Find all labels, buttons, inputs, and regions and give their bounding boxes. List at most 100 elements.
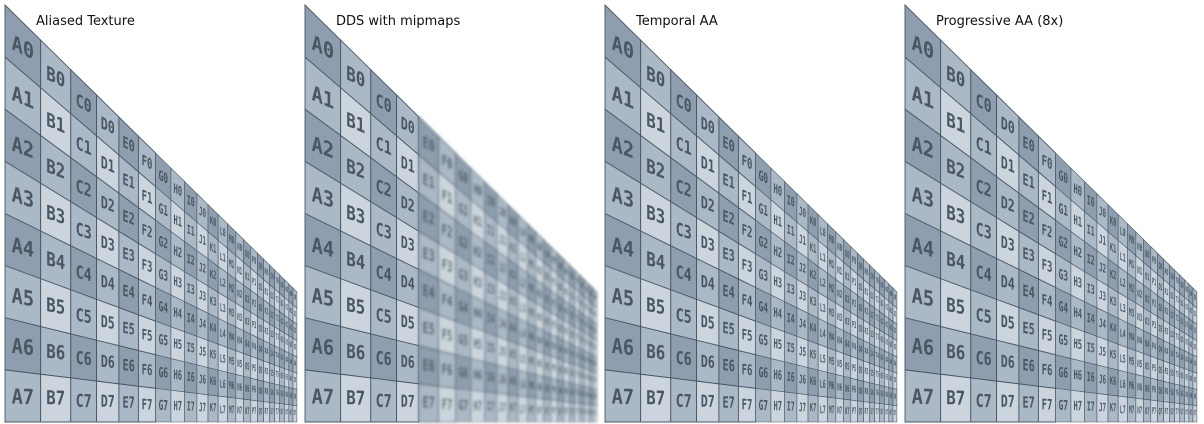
texture-cell-label: V5 bbox=[285, 374, 288, 383]
texture-cell-label: L4 bbox=[220, 326, 226, 340]
texture-cell-label: A3 bbox=[912, 181, 934, 213]
texture-cell-label: A5 bbox=[312, 283, 334, 312]
texture-cell-label: R7 bbox=[865, 407, 869, 416]
texture-cell-label: D1 bbox=[401, 153, 415, 178]
texture-cell-label: D2 bbox=[1001, 193, 1015, 217]
texture-cell-label: U4 bbox=[881, 354, 884, 363]
texture-cell-label: H5 bbox=[1073, 337, 1082, 353]
texture-cell-label: D7 bbox=[401, 393, 415, 412]
texture-cell-label: A6 bbox=[912, 334, 934, 361]
texture-cell-label: N1 bbox=[237, 264, 242, 278]
texture-cell-label: C0 bbox=[976, 89, 992, 117]
texture-cell-label: T5 bbox=[576, 371, 579, 380]
texture-cell-label: L5 bbox=[520, 352, 526, 366]
texture-cell-label: I6 bbox=[787, 371, 795, 386]
texture-cell-label: S6 bbox=[270, 388, 274, 398]
texture-cell-label: C6 bbox=[76, 347, 92, 370]
texture-cell-label: K0 bbox=[810, 215, 816, 231]
texture-cell-label: E0 bbox=[723, 133, 735, 157]
texture-cell-label: M0 bbox=[1129, 233, 1134, 247]
texture-cell-label: G7 bbox=[1058, 398, 1068, 414]
texture-cell-label: T0 bbox=[876, 277, 879, 287]
texture-cell-label: S0 bbox=[870, 272, 874, 283]
panel-progressive-aa: A0 A1 A2 A3 A4 A5 A6 A7 B0 B1 B2 B3 B4 B5 B6 B7 C0 C1 C2 C3… bbox=[900, 0, 1200, 424]
texture-cell-label: E6 bbox=[723, 357, 735, 376]
texture-cell-label: P7 bbox=[852, 406, 856, 417]
texture-cell-label: N0 bbox=[837, 240, 842, 254]
texture-cell-label: D2 bbox=[401, 193, 415, 217]
texture-cell-label: V1 bbox=[285, 303, 288, 312]
texture-cell-label: E7 bbox=[723, 394, 735, 412]
texture-cell-label: E5 bbox=[123, 320, 135, 340]
texture-cell-label: K0 bbox=[1110, 215, 1116, 231]
texture-cell-label: P4 bbox=[552, 341, 556, 353]
texture-cell-label: K3 bbox=[210, 295, 216, 310]
texture-cell-label: E6 bbox=[1023, 357, 1035, 376]
texture-cell-label: T2 bbox=[1176, 315, 1179, 324]
texture-cell bbox=[1192, 404, 1198, 423]
texture-cell-label: I1 bbox=[487, 223, 495, 240]
texture-cell-label: P0 bbox=[1152, 254, 1156, 266]
texture-cell-label: R2 bbox=[1165, 307, 1169, 318]
texture-cell-label: V2 bbox=[885, 321, 888, 330]
texture-cell-label: S3 bbox=[570, 330, 574, 340]
texture-cell-label: O5 bbox=[845, 360, 850, 373]
texture-cell bbox=[592, 404, 598, 423]
texture-cell-label: H7 bbox=[773, 399, 782, 414]
texture-cell-label: I1 bbox=[187, 223, 195, 240]
texture-cell-label: T2 bbox=[276, 315, 279, 324]
texture-cell-label: A1 bbox=[12, 80, 34, 114]
texture-cell-label: U3 bbox=[1181, 336, 1184, 345]
texture-cell-label: D6 bbox=[401, 353, 415, 373]
texture-cell-label: R2 bbox=[565, 307, 569, 318]
texture-cell-label: R6 bbox=[565, 387, 569, 397]
texture-cell-label: P4 bbox=[252, 341, 256, 353]
texture-cell-label: F5 bbox=[1042, 326, 1053, 345]
texture-cell-label: A4 bbox=[312, 232, 334, 263]
texture-cell-label: R5 bbox=[865, 367, 869, 377]
texture-cell-label: A5 bbox=[612, 283, 634, 312]
texture-cell-label: N3 bbox=[537, 311, 542, 324]
texture-cell-label: G2 bbox=[1058, 232, 1068, 252]
texture-cell-label: U0 bbox=[281, 282, 284, 292]
texture-cell-label: E7 bbox=[423, 394, 435, 412]
texture-cell-label: M7 bbox=[229, 404, 234, 416]
texture-cell-label: U6 bbox=[281, 391, 284, 399]
texture-cell-label: M1 bbox=[1129, 257, 1134, 271]
texture-cell-label: A6 bbox=[312, 334, 334, 361]
texture-cell-label: V4 bbox=[885, 356, 888, 365]
texture-cell-label: A4 bbox=[912, 232, 934, 263]
texture-cell-label: D4 bbox=[401, 273, 415, 295]
texture-cell-label: U3 bbox=[281, 336, 284, 345]
texture-cell-label: Q4 bbox=[859, 344, 863, 356]
texture-cell-label: T1 bbox=[876, 296, 879, 305]
texture-cell-label: H4 bbox=[773, 305, 782, 322]
texture-cell-label: D6 bbox=[1001, 353, 1015, 373]
texture-cell-label: N6 bbox=[237, 381, 242, 393]
texture-cell-label: D1 bbox=[701, 153, 715, 178]
texture-cell-label: D0 bbox=[401, 112, 415, 139]
texture-cell-label: H2 bbox=[1073, 243, 1082, 262]
texture-cell-label: R4 bbox=[865, 347, 869, 357]
texture-cell-label: Q2 bbox=[259, 302, 263, 314]
texture-cell-label: M0 bbox=[229, 233, 234, 247]
texture-cell-label: Q0 bbox=[859, 260, 863, 272]
texture-cell-label: L2 bbox=[520, 275, 526, 290]
texture-cell-label: L1 bbox=[1120, 250, 1126, 265]
texture-cell-label: L3 bbox=[820, 301, 826, 316]
texture-cell-label: S4 bbox=[570, 349, 574, 359]
texture-cell-label: M4 bbox=[829, 331, 834, 344]
texture-cell-label: D5 bbox=[701, 313, 715, 334]
texture-cell-label: I3 bbox=[187, 282, 195, 298]
texture-cell-label: A0 bbox=[612, 30, 634, 65]
texture-cell-label: V0 bbox=[1185, 286, 1188, 295]
texture-plane: A0 A1 A2 A3 A4 A5 A6 A7 B0 B1 B2 B3 B4 B5 B6 B7 C0 C1 C2 C3… bbox=[904, 3, 1198, 423]
texture-cell-label: L6 bbox=[820, 377, 826, 391]
texture-cell-label: I7 bbox=[1087, 400, 1095, 414]
texture-cell-label: A1 bbox=[912, 80, 934, 114]
texture-cell-label: J6 bbox=[799, 373, 806, 388]
texture-cell-label: S2 bbox=[870, 310, 874, 321]
texture-cell-label: S1 bbox=[570, 291, 574, 302]
texture-cell-label: U4 bbox=[281, 354, 284, 363]
panel-title: DDS with mipmaps bbox=[336, 14, 461, 29]
